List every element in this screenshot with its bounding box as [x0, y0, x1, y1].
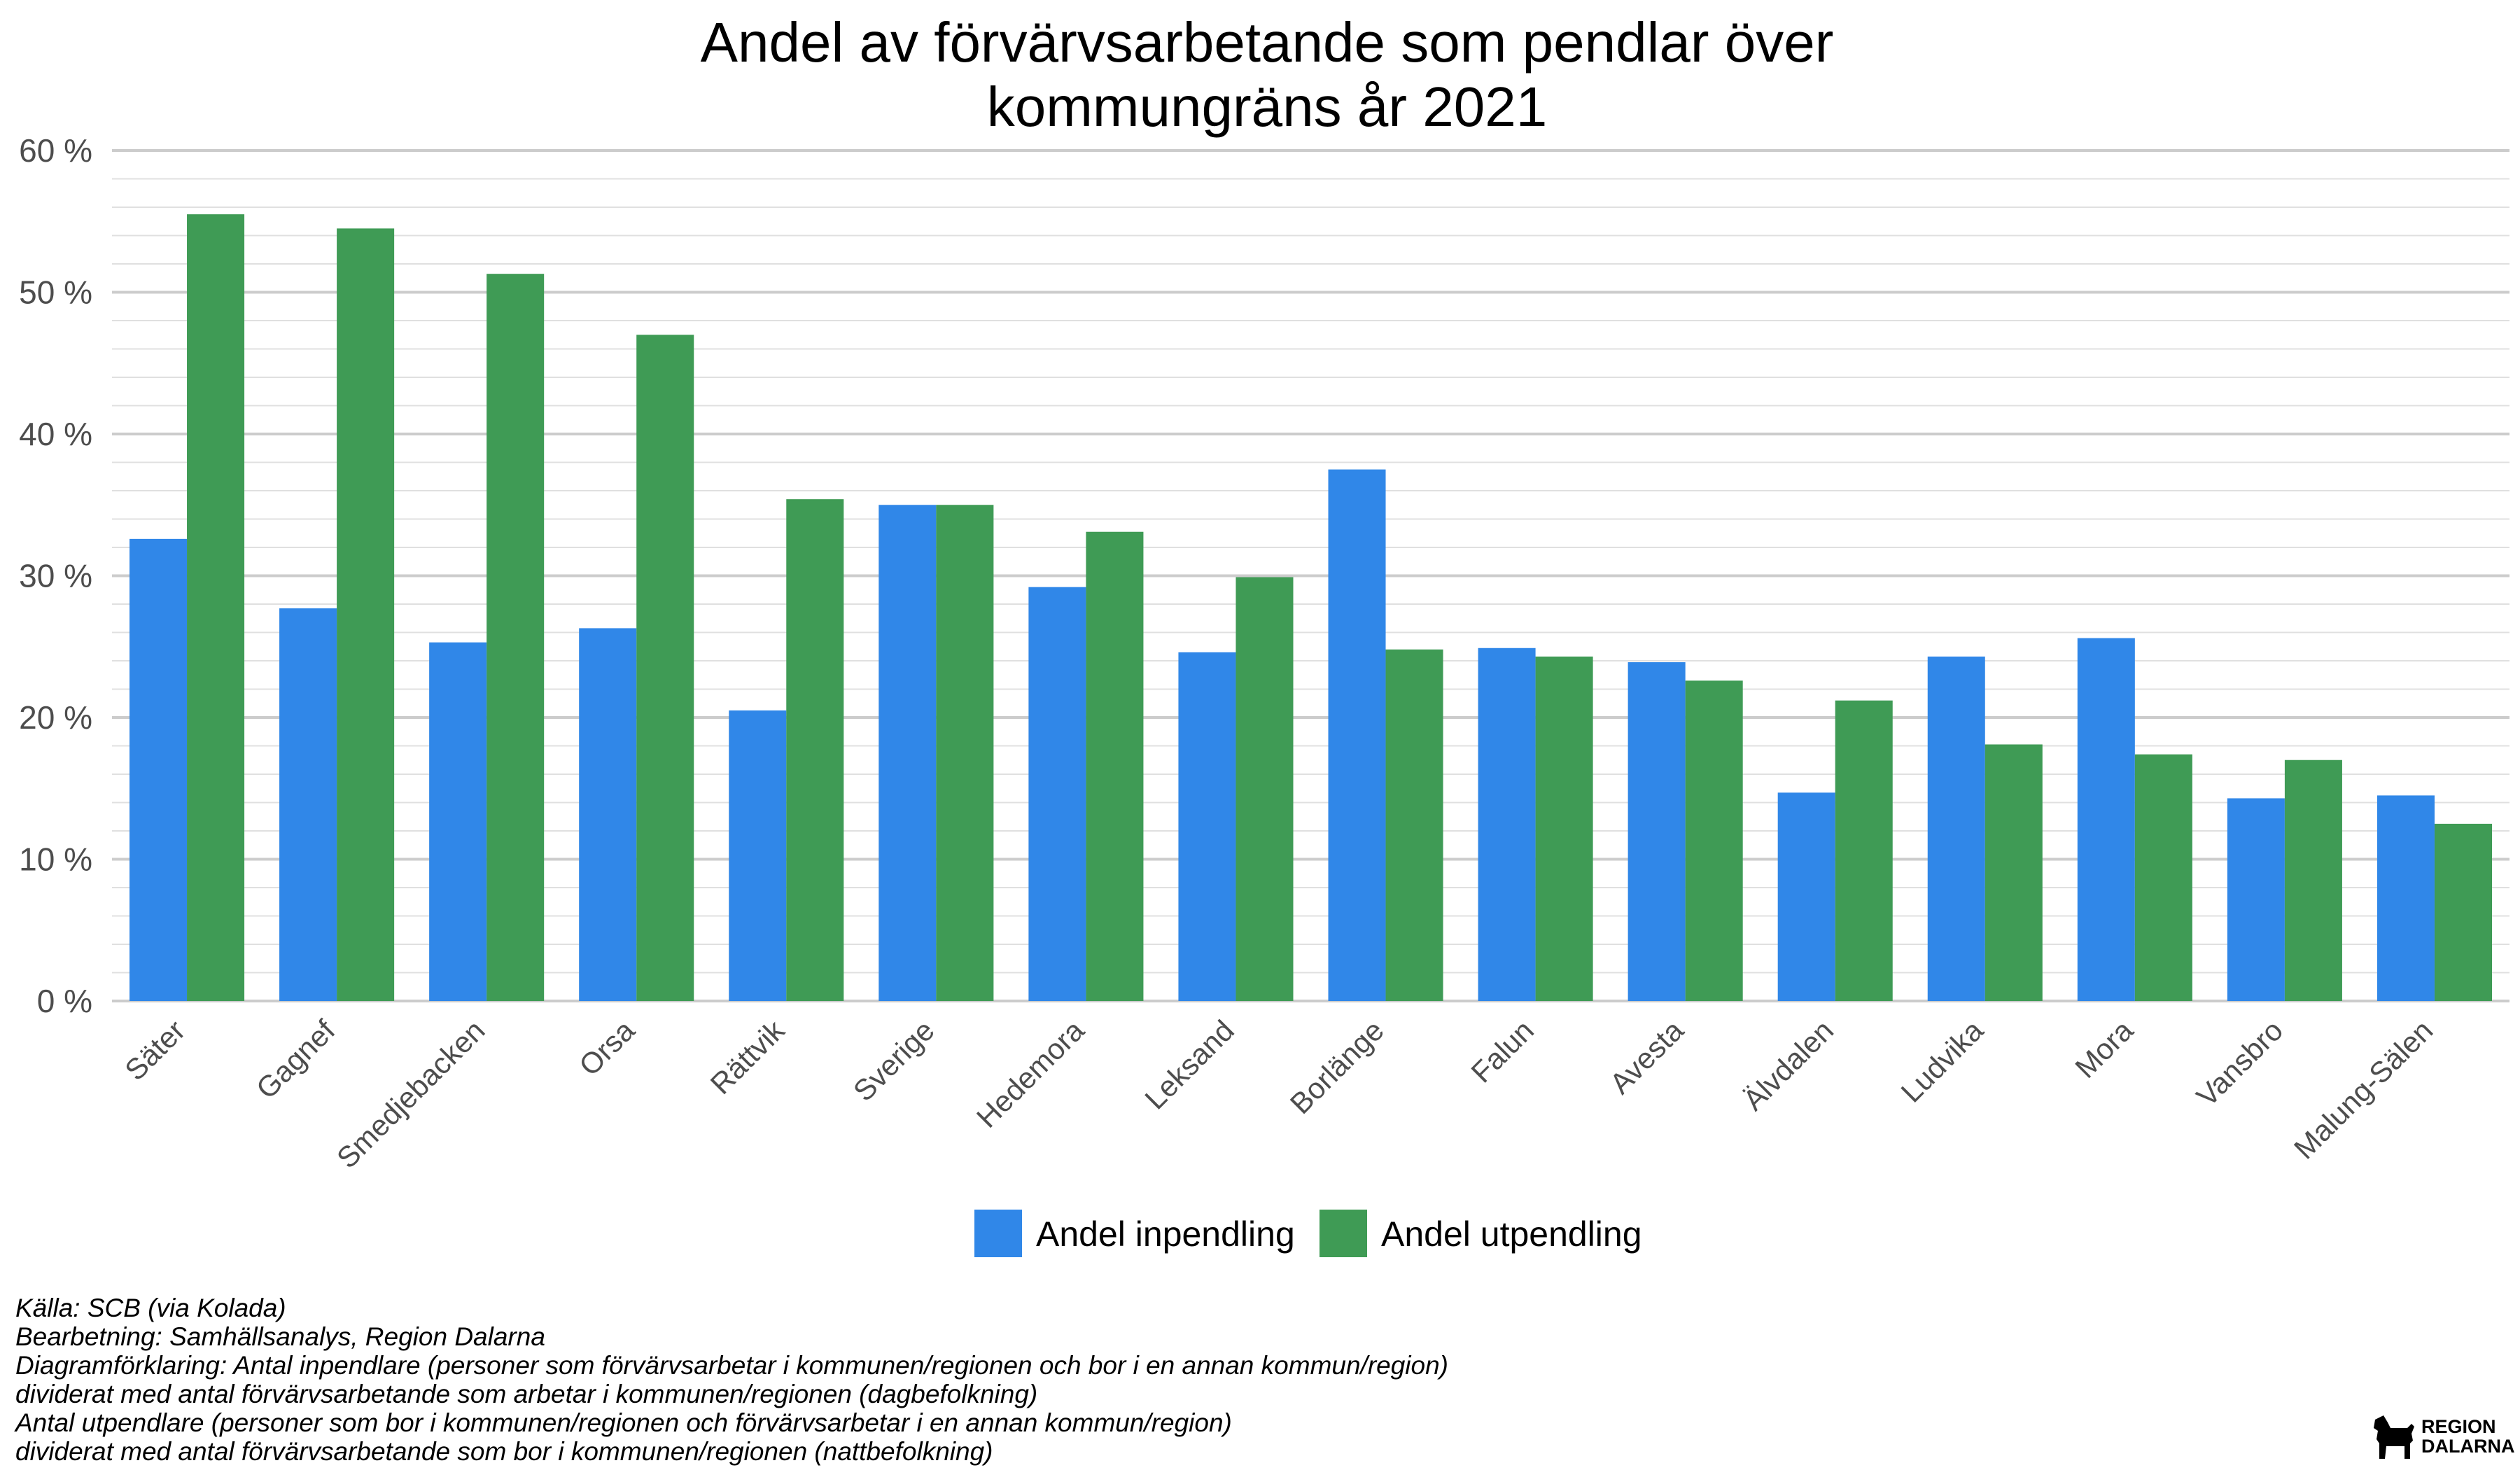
x-tick-label: Mora — [2068, 1014, 2139, 1084]
bar-inpendling-8 — [1328, 469, 1386, 1001]
bar-inpendling-14 — [2227, 798, 2285, 1001]
x-tick-label: Leksand — [1138, 1014, 1240, 1116]
region-dalarna-logo: REGION DALARNA — [2370, 1413, 2514, 1463]
bar-inpendling-0 — [130, 538, 188, 1001]
bars — [130, 214, 2492, 1001]
caption-explanation-1: Diagramförklaring: Antal inpendlare (per… — [15, 1351, 1448, 1380]
legend-swatch-utpendling — [1320, 1210, 1367, 1257]
x-tick-label: Orsa — [573, 1014, 641, 1082]
bar-inpendling-12 — [1927, 656, 1985, 1001]
bar-utpendling-10 — [1685, 680, 1743, 1001]
bar-utpendling-6 — [1086, 531, 1144, 1001]
dala-horse-icon — [2374, 1415, 2414, 1459]
x-tick-label: Hedemora — [970, 1014, 1091, 1134]
x-tick-label: Gagnef — [250, 1014, 342, 1105]
bar-utpendling-14 — [2284, 760, 2342, 1001]
bar-utpendling-8 — [1385, 649, 1443, 1001]
legend: Andel inpendling Andel utpendling — [974, 1210, 1642, 1257]
bar-inpendling-2 — [429, 642, 487, 1001]
bar-inpendling-15 — [2376, 795, 2435, 1001]
bar-utpendling-0 — [187, 214, 245, 1001]
x-tick-label: Vansbro — [2190, 1014, 2290, 1113]
bar-inpendling-9 — [1478, 648, 1536, 1001]
bar-inpendling-5 — [878, 505, 937, 1001]
y-tick-label: 40 % — [19, 416, 92, 452]
bar-inpendling-6 — [1028, 587, 1086, 1001]
caption-processing: Bearbetning: Samhällsanalys, Region Dala… — [15, 1322, 545, 1351]
y-tick-label: 20 % — [19, 699, 92, 736]
legend-swatch-inpendling — [974, 1210, 1022, 1257]
y-tick-label: 50 % — [19, 274, 92, 311]
logo-text: REGION DALARNA — [2421, 1417, 2514, 1456]
x-tick-label: Ludvika — [1895, 1014, 1990, 1109]
bar-inpendling-10 — [1628, 662, 1686, 1001]
bar-utpendling-13 — [2134, 754, 2192, 1001]
bar-utpendling-7 — [1236, 577, 1294, 1001]
bar-utpendling-4 — [786, 499, 844, 1001]
logo-line-2: DALARNA — [2421, 1436, 2515, 1457]
x-tick-label: Avesta — [1604, 1014, 1690, 1100]
bar-utpendling-2 — [486, 274, 545, 1001]
bar-utpendling-11 — [1835, 700, 1893, 1001]
y-tick-label: 0 % — [37, 983, 92, 1019]
x-tick-label: Malung-Sälen — [2288, 1014, 2439, 1165]
chart-caption: Källa: SCB (via Kolada) Bearbetning: Sam… — [15, 1294, 1448, 1466]
bar-inpendling-4 — [729, 710, 787, 1001]
y-axis-ticks: 0 % 10 % 20 % 30 % 40 % 50 % 60 % — [19, 132, 92, 1019]
caption-source: Källa: SCB (via Kolada) — [15, 1294, 286, 1322]
logo-line-1: REGION — [2421, 1416, 2496, 1437]
caption-explanation-4: dividerat med antal förvärvsarbetande so… — [15, 1437, 993, 1466]
bar-utpendling-12 — [1984, 744, 2043, 1001]
x-tick-label: Rättvik — [704, 1013, 792, 1100]
chart-title: Andel av förvärvsarbetande som pendlar ö… — [701, 11, 1834, 138]
x-tick-label: Älvdalen — [1737, 1014, 1840, 1116]
x-tick-label: Borlänge — [1284, 1014, 1390, 1120]
bar-utpendling-9 — [1535, 656, 1593, 1001]
caption-explanation-2: dividerat med antal förvärvsarbetande so… — [15, 1380, 1038, 1408]
chart-title-line-2: kommungräns år 2021 — [987, 76, 1547, 138]
bar-inpendling-11 — [1777, 792, 1835, 1001]
bar-utpendling-3 — [636, 335, 694, 1001]
bar-inpendling-13 — [2077, 638, 2135, 1001]
bar-utpendling-1 — [337, 228, 395, 1001]
chart-title-line-1: Andel av förvärvsarbetande som pendlar ö… — [701, 11, 1834, 74]
bar-utpendling-15 — [2434, 823, 2492, 1001]
caption-explanation-3: Antal utpendlare (personer som bor i kom… — [15, 1408, 1232, 1437]
bar-inpendling-7 — [1178, 652, 1236, 1001]
x-tick-label: Sverige — [847, 1014, 941, 1107]
x-tick-label: Smedjebacken — [330, 1014, 491, 1175]
bar-inpendling-3 — [579, 628, 637, 1001]
bar-inpendling-1 — [279, 608, 337, 1001]
bar-utpendling-5 — [936, 505, 994, 1001]
y-tick-label: 30 % — [19, 558, 92, 594]
x-tick-label: Säter — [118, 1014, 191, 1086]
y-tick-label: 60 % — [19, 132, 92, 169]
legend-label-utpendling: Andel utpendling — [1381, 1214, 1642, 1254]
y-tick-label: 10 % — [19, 841, 92, 878]
legend-label-inpendling: Andel inpendling — [1036, 1214, 1295, 1254]
x-tick-label: Falun — [1464, 1014, 1540, 1089]
